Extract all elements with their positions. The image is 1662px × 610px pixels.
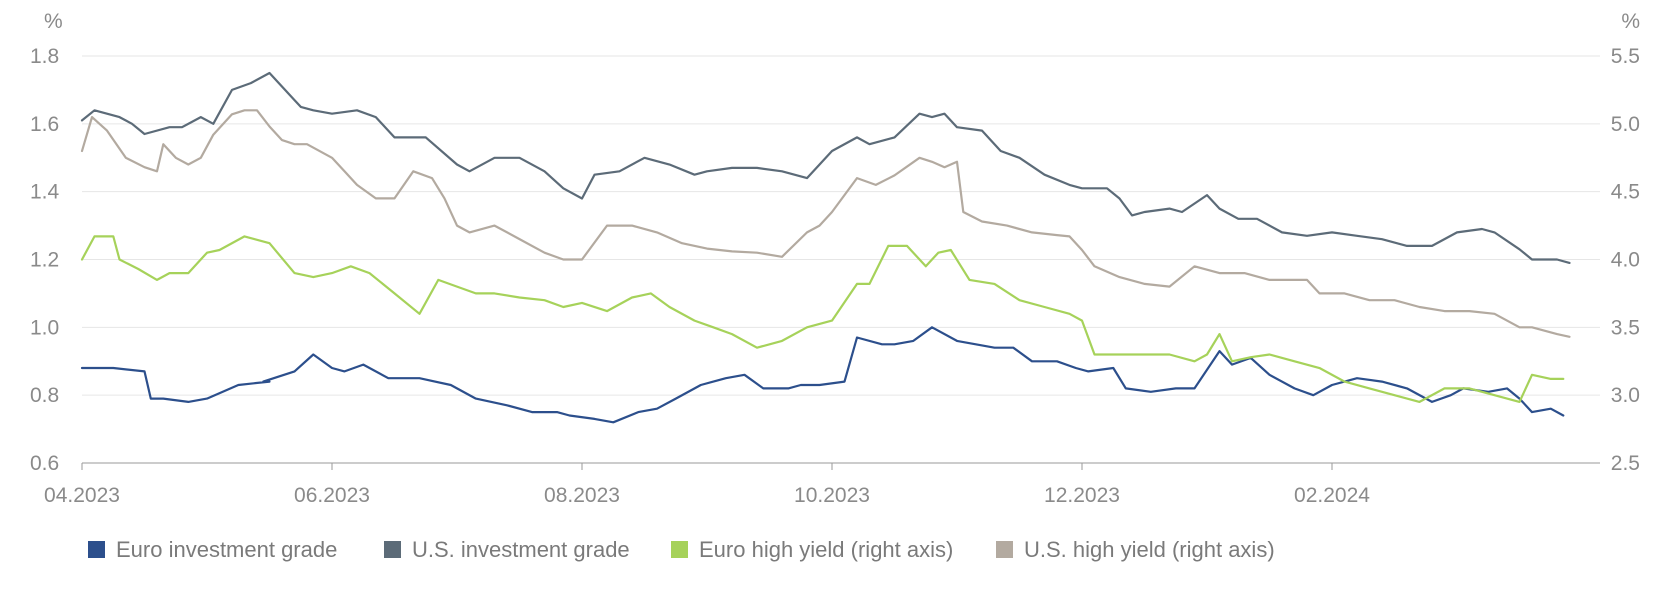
series-lines <box>80 71 1571 424</box>
left-axis-unit: % <box>44 10 63 33</box>
x-tick-label: 08.2023 <box>544 484 620 507</box>
left-tick-label: 1.8 <box>30 45 59 68</box>
left-axis-ticks: 0.6 0.8 1.0 1.2 1.4 1.6 1.8 <box>30 45 60 475</box>
right-tick-label: 2.5 <box>1611 452 1640 475</box>
left-tick-label: 1.0 <box>30 316 59 339</box>
right-tick-label: 5.5 <box>1611 45 1640 68</box>
legend-swatch <box>996 541 1013 558</box>
right-tick-label: 4.5 <box>1611 181 1640 204</box>
x-tick-label: 02.2024 <box>1294 484 1370 507</box>
right-tick-label: 5.0 <box>1611 113 1640 136</box>
gridlines <box>82 55 1600 464</box>
x-tick-label: 10.2023 <box>794 484 870 507</box>
right-tick-label: 3.5 <box>1611 316 1640 339</box>
x-axis-ticks: 04.2023 06.2023 08.2023 10.2023 12.2023 02.20… <box>44 463 1370 507</box>
left-tick-label: 0.6 <box>30 452 59 475</box>
series-line-euro-high-yield-right-axis <box>80 235 1565 403</box>
right-tick-label: 3.0 <box>1611 384 1640 407</box>
legend-label: U.S. high yield (right axis) <box>1024 537 1275 562</box>
right-tick-label: 4.0 <box>1611 249 1640 272</box>
x-tick-label: 06.2023 <box>294 484 370 507</box>
legend-swatch <box>671 541 688 558</box>
legend-label: Euro investment grade <box>116 537 337 562</box>
left-tick-label: 0.8 <box>30 384 59 407</box>
legend-swatch <box>88 541 105 558</box>
right-axis-unit: % <box>1621 10 1640 33</box>
legend-swatch <box>384 541 401 558</box>
x-tick-label: 12.2023 <box>1044 484 1120 507</box>
x-tick-label: 04.2023 <box>44 484 120 507</box>
left-tick-label: 1.2 <box>30 249 59 272</box>
left-tick-label: 1.6 <box>30 113 59 136</box>
series-line-euro-investment-grade <box>80 326 1565 424</box>
legend: Euro investment grade U.S. investment gra… <box>88 537 1275 562</box>
legend-label: U.S. investment grade <box>412 537 630 562</box>
left-tick-label: 1.4 <box>30 181 60 204</box>
series-line-u-s-investment-grade <box>80 71 1571 264</box>
right-axis-ticks: 2.5 3.0 3.5 4.0 4.5 5.0 5.5 <box>1611 45 1640 475</box>
legend-label: Euro high yield (right axis) <box>699 537 953 562</box>
series-line-u-s-high-yield-right-axis <box>80 109 1571 338</box>
